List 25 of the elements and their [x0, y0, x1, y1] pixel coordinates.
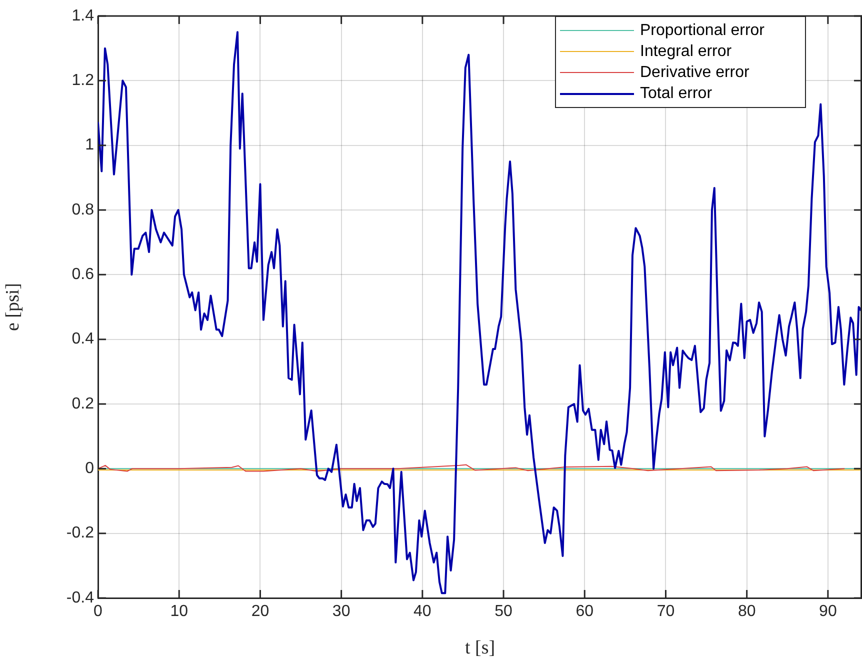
legend-label: Total error — [640, 84, 712, 102]
y-tick-label: 0 — [85, 460, 94, 478]
x-tick-label: 50 — [494, 603, 513, 620]
y-tick-label: 1.4 — [72, 7, 94, 24]
y-tick-label: 0.8 — [72, 201, 94, 218]
y-tick-label: 0.2 — [72, 395, 94, 412]
y-tick-label: 0.4 — [72, 330, 94, 348]
y-tick-label: -0.4 — [66, 589, 94, 606]
legend-label: Proportional error — [640, 22, 764, 40]
legend-label: Integral error — [640, 42, 732, 60]
x-axis-title: t [s] — [464, 638, 496, 659]
x-tick-label: 20 — [251, 603, 270, 620]
y-tick-label: -0.2 — [66, 524, 94, 542]
y-tick-label: 1.2 — [72, 72, 94, 90]
x-tick-label: 80 — [738, 603, 756, 620]
x-tick-label: 90 — [819, 603, 837, 620]
x-tick-label: 30 — [332, 603, 350, 620]
legend-label: Derivative error — [640, 64, 750, 82]
x-tick-label: 40 — [414, 603, 432, 620]
y-tick-label: 1 — [85, 136, 94, 154]
y-tick-label: 0.6 — [72, 266, 94, 284]
y-axis-title: e [psi] — [2, 282, 24, 332]
x-tick-label: 70 — [656, 603, 675, 620]
x-tick-label: 10 — [170, 603, 188, 620]
x-tick-label: 60 — [576, 603, 594, 620]
